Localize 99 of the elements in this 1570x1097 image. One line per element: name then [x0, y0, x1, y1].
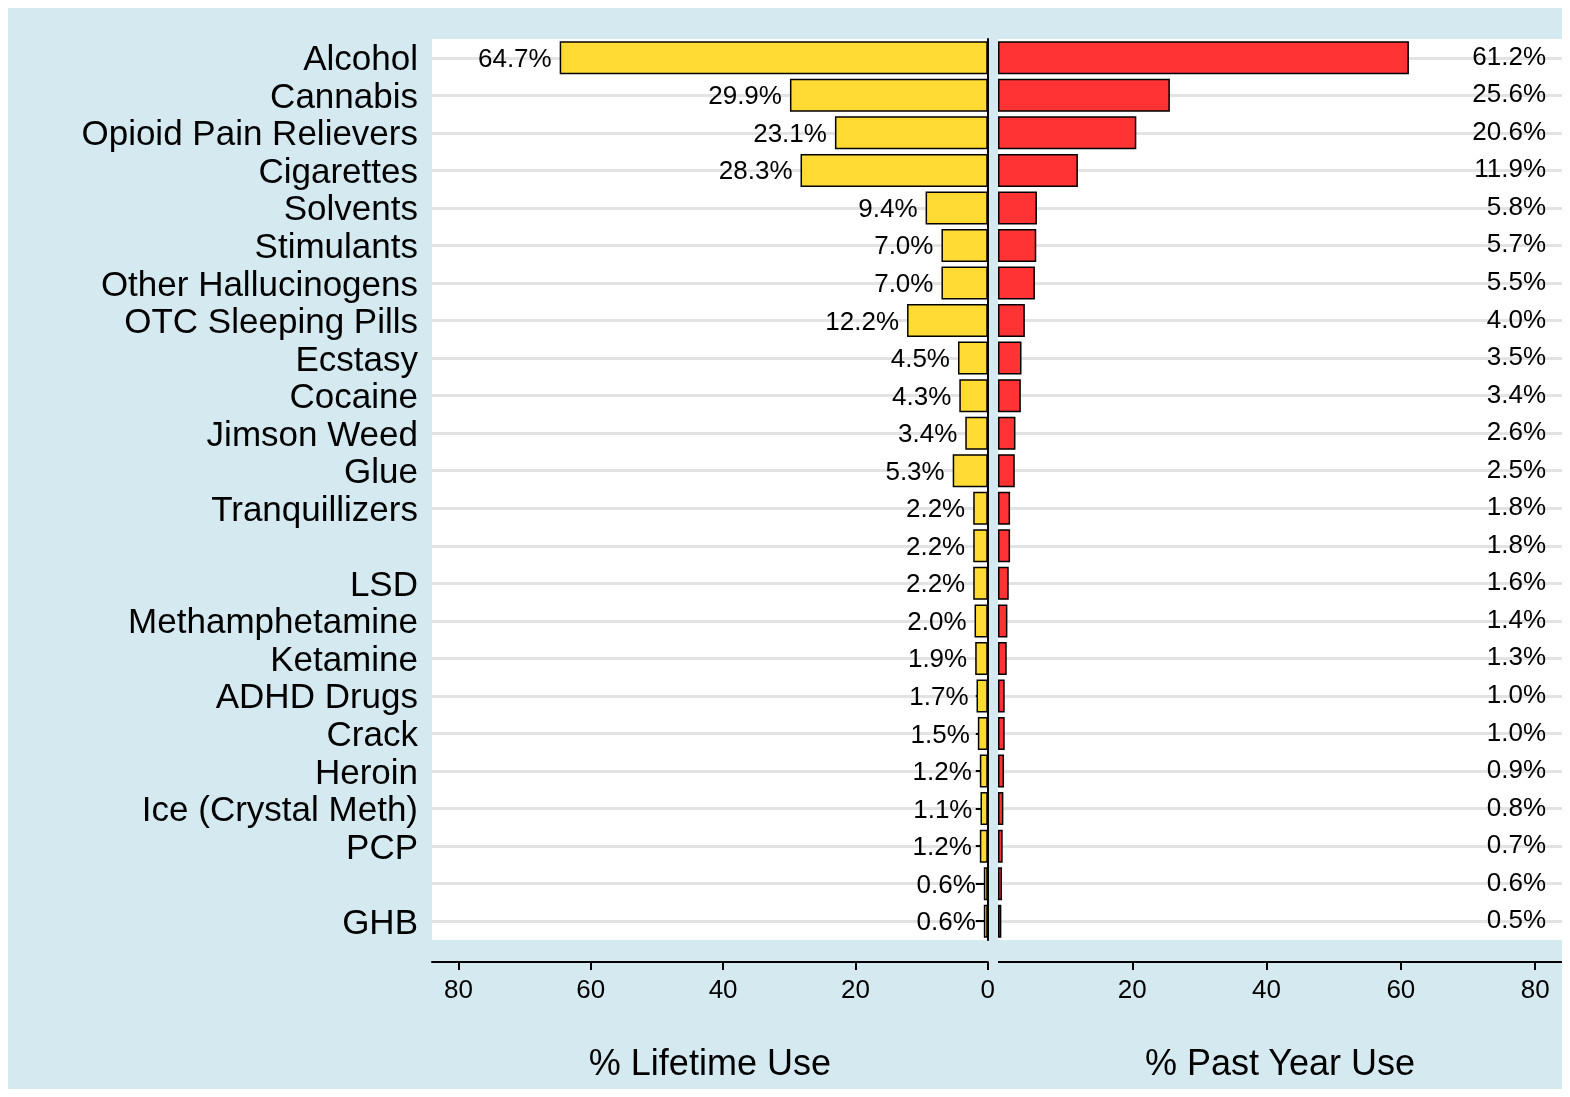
bar — [998, 604, 1008, 638]
bar — [998, 679, 1005, 713]
data-label: 0.6% — [916, 868, 976, 899]
data-label: 1.2% — [912, 831, 972, 862]
data-label: 1.0% — [1486, 678, 1546, 709]
data-label: 2.2% — [905, 530, 966, 561]
x-tick-label: 60 — [1386, 974, 1416, 1004]
bar — [998, 191, 1037, 225]
x-tick-label: 80 — [1520, 974, 1550, 1004]
y-tick-label: Opioid Pain Relievers — [81, 113, 418, 153]
data-label: 2.2% — [905, 568, 966, 599]
y-tick-label: Cannabis — [270, 75, 418, 115]
y-tick-label: Glue — [344, 451, 418, 491]
x-tick-label: 0 — [980, 974, 995, 1004]
y-tick-label: Crack — [326, 714, 419, 754]
data-label: 25.6% — [1472, 78, 1547, 109]
bar — [998, 116, 1137, 150]
data-label: 1.0% — [1486, 716, 1546, 747]
data-label: 0.8% — [1486, 791, 1546, 822]
data-label: 0.9% — [1486, 754, 1546, 785]
data-label: 0.7% — [1486, 829, 1546, 860]
bar — [998, 867, 1003, 901]
y-tick-label: Ketamine — [270, 638, 418, 678]
data-label: 2.2% — [905, 493, 966, 524]
x-tick-label: 20 — [1117, 974, 1147, 1004]
y-tick-label: GHB — [342, 901, 418, 941]
y-tick-label: Methamphetamine — [128, 601, 418, 641]
data-label: 0.6% — [1486, 866, 1546, 897]
bar — [998, 341, 1022, 375]
data-label: 20.6% — [1472, 115, 1547, 146]
x-tick-label: 40 — [708, 974, 738, 1004]
data-label: 0.5% — [1486, 904, 1546, 935]
data-label: 29.9% — [708, 80, 782, 111]
data-label: 1.4% — [1486, 603, 1546, 634]
data-label: 1.8% — [1486, 491, 1546, 522]
data-label: 1.9% — [907, 643, 968, 674]
x-tick-label: 40 — [1252, 974, 1282, 1004]
bar — [998, 379, 1021, 413]
data-label: 64.7% — [477, 42, 552, 73]
data-label: 1.5% — [910, 718, 970, 749]
data-label: 2.5% — [1486, 453, 1546, 484]
bar — [998, 304, 1025, 338]
y-tick-label: LSD — [349, 563, 418, 603]
bar — [998, 792, 1004, 826]
data-label: 5.8% — [1486, 190, 1546, 221]
data-label: 7.0% — [874, 268, 934, 299]
data-label: 28.3% — [718, 155, 793, 186]
data-label: 2.0% — [907, 605, 967, 636]
data-label: 5.3% — [885, 455, 945, 486]
y-tick-label: Jimson Weed — [206, 413, 418, 453]
y-tick-label: ADHD Drugs — [215, 676, 418, 716]
x-tick-label: 20 — [840, 974, 870, 1004]
data-label: 61.2% — [1472, 40, 1547, 71]
data-label: 4.0% — [1486, 303, 1546, 334]
bar — [998, 416, 1016, 450]
x-axis-title: % Lifetime Use — [588, 1041, 831, 1083]
bar — [998, 266, 1035, 300]
data-label: 3.4% — [1486, 378, 1546, 409]
data-label: 12.2% — [825, 305, 900, 336]
data-label: 1.7% — [909, 680, 969, 711]
data-label: 2.6% — [1486, 416, 1546, 447]
bar — [998, 41, 1409, 75]
data-label: 1.6% — [1486, 566, 1546, 597]
data-label: 4.5% — [890, 343, 950, 374]
bar — [998, 491, 1011, 525]
data-label: 1.2% — [912, 756, 972, 787]
data-label: 4.3% — [892, 380, 952, 411]
data-label: 1.3% — [1486, 641, 1546, 672]
bar — [998, 228, 1037, 262]
bar — [998, 529, 1011, 563]
bar — [998, 754, 1005, 788]
y-tick-label: Tranquillizers — [211, 488, 418, 528]
data-label: 1.8% — [1486, 528, 1546, 559]
bar — [998, 454, 1015, 488]
x-tick-label: 60 — [576, 974, 606, 1004]
x-tick-label: 80 — [444, 974, 473, 1004]
data-label: 3.4% — [898, 418, 958, 449]
data-label: 1.1% — [913, 793, 973, 824]
x-axis-title: % Past Year Use — [1144, 1041, 1416, 1083]
bar — [998, 641, 1007, 675]
data-label: 5.5% — [1486, 266, 1546, 297]
y-tick-label: Cigarettes — [258, 150, 418, 190]
bar — [998, 153, 1078, 187]
bar — [998, 717, 1005, 751]
data-label: 23.1% — [753, 117, 827, 148]
bar — [998, 78, 1170, 112]
y-tick-label: Other Hallucinogens — [100, 263, 418, 303]
data-label: 3.5% — [1486, 341, 1546, 372]
bar — [998, 566, 1009, 600]
data-label: 5.7% — [1486, 228, 1546, 259]
bar — [998, 829, 1003, 863]
y-tick-label: Alcohol — [303, 38, 418, 78]
data-label: 0.6% — [916, 906, 976, 937]
y-tick-label: Stimulants — [254, 225, 418, 265]
data-label: 7.0% — [874, 230, 934, 261]
data-label: 11.9% — [1474, 153, 1546, 184]
data-label: 9.4% — [858, 192, 918, 223]
y-tick-label: Ice (Crystal Meth) — [141, 789, 418, 829]
y-tick-label: Heroin — [314, 751, 418, 791]
